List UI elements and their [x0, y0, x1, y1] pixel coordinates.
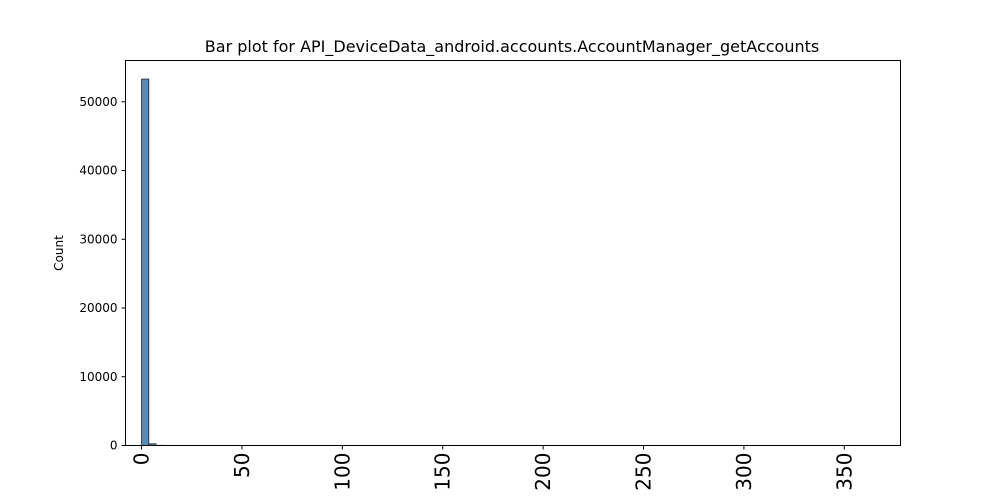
plot-frame: [125, 60, 901, 446]
bar-0: [141, 78, 150, 446]
y-tick-label-50000: 50000: [79, 95, 117, 109]
x-tick-label-100: 100: [330, 453, 354, 491]
x-tick-label-300: 300: [732, 453, 756, 491]
y-tick-label-30000: 30000: [79, 232, 117, 246]
y-tick-label-40000: 40000: [79, 164, 117, 178]
x-tick-label-0: 0: [130, 453, 154, 466]
bars-group: [141, 78, 171, 446]
y-axis: 0 10000 20000 30000 40000 50000: [79, 95, 126, 453]
x-tick-label-150: 150: [431, 453, 455, 491]
y-tick-label-10000: 10000: [79, 370, 117, 384]
x-tick-label-200: 200: [531, 453, 555, 491]
x-tick-label-250: 250: [632, 453, 656, 491]
y-tick-label-0: 0: [110, 439, 118, 453]
y-tick-label-20000: 20000: [79, 301, 117, 315]
y-axis-label: Count: [52, 235, 66, 271]
x-axis: 0 50 100 150 200 250 300 350: [130, 445, 856, 491]
x-tick-label-350: 350: [832, 453, 856, 491]
chart-title: Bar plot for API_DeviceData_android.acco…: [205, 37, 819, 57]
x-tick-label-50: 50: [230, 453, 254, 478]
